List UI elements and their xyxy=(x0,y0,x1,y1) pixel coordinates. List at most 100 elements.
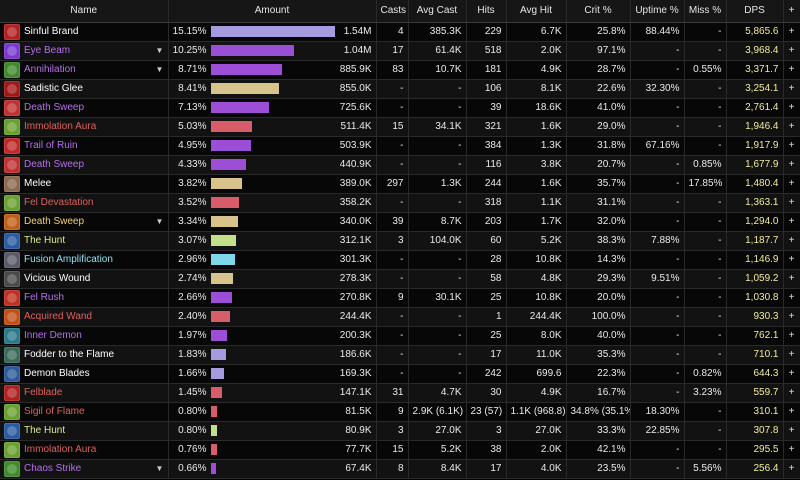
name-cell[interactable]: Immolation Aura xyxy=(0,117,169,137)
table-row[interactable]: Immolation Aura 5.03% 511.4K 15 34.1K 321 1.6K… xyxy=(0,117,800,137)
add-row-button[interactable]: + xyxy=(783,155,800,175)
spell-name[interactable]: Immolation Aura xyxy=(24,121,97,132)
spell-name[interactable]: Immolation Aura xyxy=(24,444,97,455)
table-row[interactable]: Sinful Brand 15.15% 1.54M 4 385.3K 229 6.7K 25.… xyxy=(0,22,800,42)
name-cell[interactable]: Felblade xyxy=(0,383,169,403)
spell-name[interactable]: Death Sweep xyxy=(24,102,85,113)
spell-name[interactable]: Annihilation xyxy=(24,64,76,75)
add-row-button[interactable]: + xyxy=(783,174,800,194)
spell-name[interactable]: Death Sweep xyxy=(24,159,85,170)
add-row-button[interactable]: + xyxy=(783,440,800,460)
col-header-crit[interactable]: Crit % xyxy=(566,0,631,23)
table-row[interactable]: Felblade 1.45% 147.1K 31 4.7K 30 4.9K 16.7% -3.2… xyxy=(0,383,800,403)
spell-name[interactable]: Vicious Wound xyxy=(24,273,91,284)
spell-name[interactable]: Sigil of Flame xyxy=(24,406,85,417)
name-cell[interactable]: Fodder to the Flame xyxy=(0,345,169,365)
spell-name[interactable]: Sinful Brand xyxy=(24,26,79,37)
add-row-button[interactable]: + xyxy=(783,459,800,479)
spell-name[interactable]: Fodder to the Flame xyxy=(24,349,115,360)
add-row-button[interactable]: + xyxy=(783,22,800,42)
name-cell[interactable]: Demon Blades xyxy=(0,364,169,384)
name-cell[interactable]: The Hunt xyxy=(0,421,169,441)
name-cell[interactable]: Fel Rush xyxy=(0,288,169,308)
table-row[interactable]: Annihilation ▼ 8.71% 885.9K 83 10.7K 181 4.9K 28… xyxy=(0,60,800,80)
name-cell[interactable]: The Hunt xyxy=(0,231,169,251)
col-header-name[interactable]: Name xyxy=(0,0,169,23)
table-row[interactable]: Fel Devastation 3.52% 358.2K - -318 1.1K 31.1%… xyxy=(0,193,800,213)
table-row[interactable]: Death Sweep ▼ 3.34% 340.0K 39 8.7K 203 1.7K 32.0… xyxy=(0,212,800,232)
name-cell[interactable]: Death Sweep xyxy=(0,98,169,118)
spell-name[interactable]: Fusion Amplification xyxy=(24,254,113,265)
spell-name[interactable]: Sadistic Glee xyxy=(24,83,83,94)
name-cell[interactable]: Annihilation ▼ xyxy=(0,60,169,80)
add-row-button[interactable]: + xyxy=(783,250,800,270)
spell-name[interactable]: The Hunt xyxy=(24,425,66,436)
add-row-button[interactable]: + xyxy=(783,288,800,308)
table-row[interactable]: Fusion Amplification 2.96% 301.3K - -28 10.8K… xyxy=(0,250,800,270)
table-row[interactable]: Vicious Wound 2.74% 278.3K - -58 4.8K 29.3% 9.5… xyxy=(0,269,800,289)
col-header-plus[interactable]: + xyxy=(783,0,800,23)
col-header-casts[interactable]: Casts xyxy=(376,0,409,23)
add-row-button[interactable]: + xyxy=(783,60,800,80)
expand-caret-icon[interactable]: ▼ xyxy=(155,217,164,226)
add-row-button[interactable]: + xyxy=(783,326,800,346)
name-cell[interactable]: Death Sweep ▼ xyxy=(0,212,169,232)
add-row-button[interactable]: + xyxy=(783,421,800,441)
table-row[interactable]: Fel Rush 2.66% 270.8K 9 30.1K 25 10.8K 20.0% - -1… xyxy=(0,288,800,308)
spell-name[interactable]: Chaos Strike xyxy=(24,463,82,474)
spell-name[interactable]: Acquired Wand xyxy=(24,311,92,322)
add-row-button[interactable]: + xyxy=(783,117,800,137)
add-row-button[interactable]: + xyxy=(783,231,800,251)
expand-caret-icon[interactable]: ▼ xyxy=(155,65,164,74)
expand-caret-icon[interactable]: ▼ xyxy=(155,464,164,473)
name-cell[interactable]: Sadistic Glee xyxy=(0,79,169,99)
add-row-button[interactable]: + xyxy=(783,212,800,232)
table-row[interactable]: Sadistic Glee 8.41% 855.0K - -106 8.1K 22.6% 32… xyxy=(0,79,800,99)
col-header-dps[interactable]: DPS xyxy=(726,0,784,23)
table-row[interactable]: Acquired Wand 2.40% 244.4K - -1 244.4K 100.0% -… xyxy=(0,307,800,327)
spell-name[interactable]: The Hunt xyxy=(24,235,66,246)
spell-name[interactable]: Fel Rush xyxy=(24,292,65,303)
col-header-avg-hit[interactable]: Avg Hit xyxy=(506,0,567,23)
add-row-button[interactable]: + xyxy=(783,136,800,156)
table-row[interactable]: Inner Demon 1.97% 200.3K - -25 8.0K 40.0% - -762… xyxy=(0,326,800,346)
spell-name[interactable]: Death Sweep xyxy=(24,216,85,227)
name-cell[interactable]: Melee xyxy=(0,174,169,194)
table-row[interactable]: The Hunt 0.80% 80.9K 3 27.0K 3 27.0K 33.3% 22.85… xyxy=(0,421,800,441)
table-row[interactable]: Demon Blades 1.66% 169.3K - -242 699.6 22.3% -0… xyxy=(0,364,800,384)
add-row-button[interactable]: + xyxy=(783,79,800,99)
col-header-uptime[interactable]: Uptime % xyxy=(630,0,685,23)
table-row[interactable]: Eye Beam ▼ 10.25% 1.04M 17 61.4K 518 2.0K 97.1% -… xyxy=(0,41,800,61)
spell-name[interactable]: Trail of Ruin xyxy=(24,140,78,151)
add-row-button[interactable]: + xyxy=(783,345,800,365)
name-cell[interactable]: Eye Beam ▼ xyxy=(0,41,169,61)
add-row-button[interactable]: + xyxy=(783,41,800,61)
table-row[interactable]: Fodder to the Flame 1.83% 186.6K - -17 11.0K 3… xyxy=(0,345,800,365)
name-cell[interactable]: Fel Devastation xyxy=(0,193,169,213)
col-header-amount[interactable]: Amount xyxy=(168,0,377,23)
add-row-button[interactable]: + xyxy=(783,98,800,118)
add-row-button[interactable]: + xyxy=(783,402,800,422)
table-row[interactable]: The Hunt 3.07% 312.1K 3 104.0K 60 5.2K 38.3% 7.8… xyxy=(0,231,800,251)
add-row-button[interactable]: + xyxy=(783,364,800,384)
name-cell[interactable]: Death Sweep xyxy=(0,155,169,175)
add-row-button[interactable]: + xyxy=(783,269,800,289)
table-row[interactable]: Trail of Ruin 4.95% 503.9K - -384 1.3K 31.8% 67… xyxy=(0,136,800,156)
name-cell[interactable]: Vicious Wound xyxy=(0,269,169,289)
add-row-button[interactable]: + xyxy=(783,383,800,403)
name-cell[interactable]: Chaos Strike ▼ xyxy=(0,459,169,479)
spell-name[interactable]: Inner Demon xyxy=(24,330,82,341)
expand-caret-icon[interactable]: ▼ xyxy=(155,46,164,55)
name-cell[interactable]: Immolation Aura xyxy=(0,440,169,460)
add-row-button[interactable]: + xyxy=(783,193,800,213)
table-row[interactable]: Sigil of Flame 0.80% 81.5K 9 2.9K (6.1K) 23 (… xyxy=(0,402,800,422)
name-cell[interactable]: Sinful Brand xyxy=(0,22,169,42)
name-cell[interactable]: Fusion Amplification xyxy=(0,250,169,270)
table-row[interactable]: Death Sweep 7.13% 725.6K - -39 18.6K 41.0% - -2,… xyxy=(0,98,800,118)
table-row[interactable]: Chaos Strike ▼ 0.66% 67.4K 8 8.4K 17 4.0K 23.5% -… xyxy=(0,459,800,479)
table-row[interactable]: Immolation Aura 0.76% 77.7K 15 5.2K 38 2.0K 42.… xyxy=(0,440,800,460)
name-cell[interactable]: Trail of Ruin xyxy=(0,136,169,156)
name-cell[interactable]: Sigil of Flame xyxy=(0,402,169,422)
table-row[interactable]: Melee 3.82% 389.0K 297 1.3K 244 1.6K 35.7% -17.8… xyxy=(0,174,800,194)
name-cell[interactable]: Inner Demon xyxy=(0,326,169,346)
